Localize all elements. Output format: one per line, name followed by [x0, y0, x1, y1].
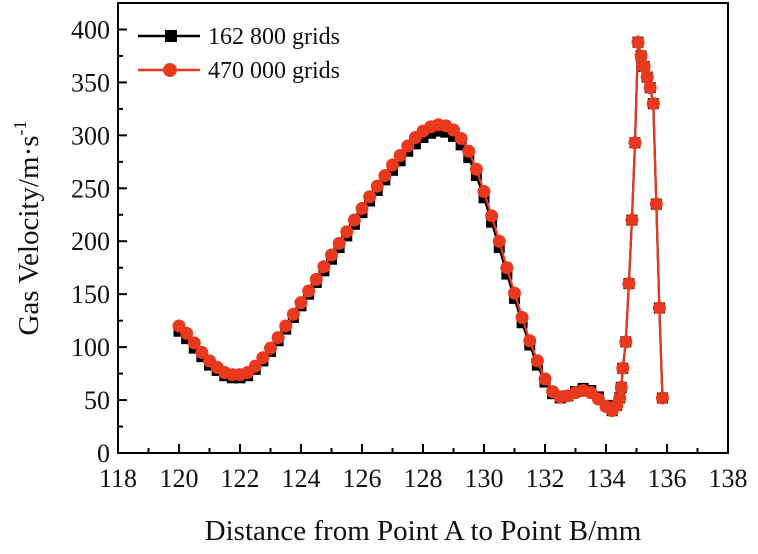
y-axis-title: Gas Velocity/m·s-1 [10, 120, 45, 335]
data-point-circle [454, 132, 468, 146]
x-tick-label: 128 [404, 464, 443, 493]
data-point-circle [347, 213, 361, 227]
data-point-circle [317, 260, 331, 274]
data-point-circle [294, 296, 308, 310]
y-tick-label: 150 [71, 280, 110, 309]
series-line [178, 41, 664, 413]
data-point-circle [302, 284, 316, 298]
data-point-circle [309, 272, 323, 286]
data-point-circle [643, 81, 657, 95]
data-point-circle [628, 136, 642, 150]
x-tick-label: 136 [648, 464, 687, 493]
data-point-circle [401, 139, 415, 153]
data-point-circle [613, 391, 627, 405]
data-point-circle [530, 354, 544, 368]
data-point-circle [637, 60, 651, 74]
x-tick-label: 120 [160, 464, 199, 493]
y-tick-label: 0 [97, 439, 110, 468]
y-tick-label: 100 [71, 333, 110, 362]
data-point-circle [286, 307, 300, 321]
legend-marker-circle [163, 63, 177, 77]
data-point-circle [619, 335, 633, 349]
x-tick-label: 124 [282, 464, 321, 493]
data-point-circle [652, 301, 666, 315]
data-point-circle [500, 261, 514, 275]
data-point-circle [355, 201, 369, 215]
x-tick-label: 122 [221, 464, 260, 493]
y-tick-label: 350 [71, 68, 110, 97]
data-point-circle [616, 361, 630, 375]
data-point-circle [655, 391, 669, 405]
x-tick-label: 132 [526, 464, 565, 493]
y-axis-title-exp: -1 [10, 120, 30, 135]
plot-marks [172, 35, 669, 418]
data-point-circle [492, 234, 506, 248]
legend-label-162800: 162 800 grids [208, 24, 340, 50]
data-point-circle [477, 184, 491, 198]
data-point-circle [279, 319, 293, 333]
y-tick-label: 250 [71, 174, 110, 203]
data-point-circle [332, 236, 346, 250]
data-point-circle [256, 351, 270, 365]
data-point-circle [180, 326, 194, 340]
data-point-circle [622, 277, 636, 291]
data-point-circle [462, 144, 476, 158]
data-point-circle [634, 49, 648, 63]
data-point-circle [386, 158, 399, 172]
y-tick-label: 300 [71, 121, 110, 150]
data-point-circle [363, 190, 377, 204]
y-axis-title-main: Gas Velocity/m·s [13, 135, 45, 335]
data-point-circle [523, 334, 537, 348]
data-point-circle [508, 286, 521, 300]
series-1 [173, 36, 668, 417]
x-tick-label: 130 [465, 464, 504, 493]
x-tick-label: 138 [709, 464, 748, 493]
legend-label-470000: 470 000 grids [208, 58, 340, 84]
data-point-circle [187, 336, 201, 350]
data-point-circle [646, 97, 660, 111]
data-point-circle [264, 341, 277, 355]
data-point-circle [515, 310, 529, 324]
legend-marker-square [165, 30, 177, 42]
data-point-circle [640, 70, 654, 84]
x-tick-label: 126 [343, 464, 382, 493]
data-point-circle [393, 148, 407, 162]
x-tick-label: 134 [587, 464, 626, 493]
series-2 [172, 35, 669, 418]
data-point-circle [538, 372, 552, 386]
data-point-circle [485, 209, 499, 223]
y-tick-label: 200 [71, 227, 110, 256]
legend: 162 800 grids 470 000 grids [138, 24, 340, 84]
data-point-circle [248, 359, 262, 373]
data-point-circle [195, 345, 209, 359]
data-point-circle [614, 380, 628, 394]
data-point-circle [370, 179, 384, 193]
x-axis-title: Distance from Point A to Point B/mm [205, 515, 642, 547]
data-point-circle [631, 35, 645, 49]
y-tick-label: 50 [84, 386, 110, 415]
x-tick-label: 118 [99, 464, 137, 493]
y-tick-label: 400 [71, 15, 110, 44]
data-point-circle [625, 213, 639, 227]
data-point-circle [325, 248, 338, 262]
data-point-circle [340, 225, 354, 239]
data-point-circle [271, 331, 285, 345]
series-line [178, 41, 664, 413]
data-point-circle [469, 162, 483, 176]
data-point-circle [447, 123, 460, 137]
axis-ticks: 118 120 122 124 126 128 130 132 134 136 138 0 50 100 1… [71, 2, 748, 493]
data-point-circle [649, 197, 663, 211]
data-point-circle [378, 169, 392, 183]
